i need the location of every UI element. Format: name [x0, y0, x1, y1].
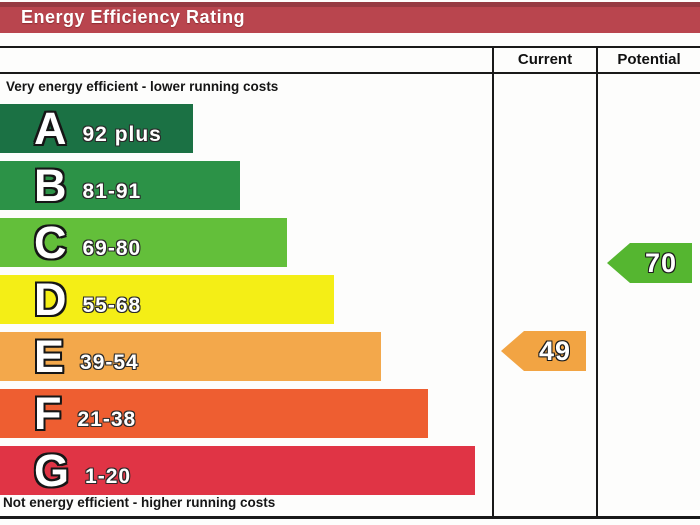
band-letter: D — [34, 273, 67, 325]
header-separator — [0, 72, 700, 74]
band-letter: C — [34, 216, 67, 268]
table-bottom-border — [0, 516, 700, 519]
band-range: 69-80 — [82, 237, 142, 260]
current-rating-arrow: 49 — [501, 331, 586, 371]
potential-column-divider — [596, 46, 598, 519]
band-F: F 21-38 — [0, 389, 428, 438]
band-range: 39-54 — [80, 351, 139, 374]
band-letter: F — [34, 387, 62, 439]
band-letter: A — [34, 102, 67, 154]
band-letter: E — [34, 330, 65, 382]
band-range: 81-91 — [82, 180, 142, 203]
arrow-left-point — [607, 243, 630, 283]
band-D: D 55-68 — [0, 275, 334, 324]
potential-column-header: Potential — [617, 51, 681, 68]
band-G: G 1-20 — [0, 446, 475, 495]
band-range: 21-38 — [77, 408, 137, 431]
band-A: A 92 plus — [0, 104, 193, 153]
band-letter: B — [34, 159, 67, 211]
band-E: E 39-54 — [0, 332, 381, 381]
band-B: B 81-91 — [0, 161, 240, 210]
band-range: 55-68 — [82, 294, 142, 317]
potential-rating-arrow: 70 — [607, 243, 692, 283]
chart-title: Energy Efficiency Rating — [21, 7, 246, 27]
top-caption: Very energy efficient - lower running co… — [6, 79, 279, 94]
arrow-body: 70 — [630, 243, 692, 283]
band-C: C 69-80 — [0, 218, 287, 267]
potential-rating-value: 70 — [644, 247, 678, 278]
bottom-caption: Not energy efficient - higher running co… — [3, 495, 276, 510]
band-range: 1-20 — [85, 465, 132, 488]
band-letter: G — [34, 444, 70, 496]
arrow-body: 49 — [524, 331, 586, 371]
table-top-border — [0, 46, 700, 48]
title-bar: Energy Efficiency Rating — [0, 2, 700, 33]
band-range: 92 plus — [82, 123, 162, 146]
current-rating-value: 49 — [538, 335, 572, 366]
arrow-left-point — [501, 331, 524, 371]
current-column-divider — [492, 46, 494, 519]
current-column-header: Current — [517, 51, 573, 68]
